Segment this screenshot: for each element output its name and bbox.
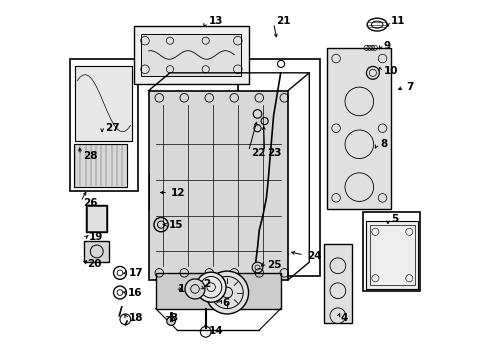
Text: 26: 26 — [83, 198, 98, 208]
Bar — [74, 144, 127, 187]
Text: 12: 12 — [171, 188, 186, 198]
Bar — [323, 244, 352, 323]
Bar — [134, 26, 248, 84]
Text: 18: 18 — [129, 312, 144, 323]
Text: 17: 17 — [129, 268, 144, 278]
Text: 22: 22 — [251, 148, 266, 158]
Circle shape — [185, 279, 205, 299]
Text: 13: 13 — [209, 17, 223, 26]
Bar — [87, 206, 106, 231]
Text: 16: 16 — [128, 288, 143, 297]
Text: 21: 21 — [276, 17, 291, 26]
Bar — [367, 221, 418, 289]
Text: 19: 19 — [89, 232, 103, 242]
Text: 24: 24 — [307, 251, 321, 261]
Text: 9: 9 — [384, 41, 391, 51]
Text: 25: 25 — [267, 260, 281, 270]
Text: 2: 2 — [203, 279, 211, 289]
Text: 27: 27 — [105, 123, 120, 133]
Text: 23: 23 — [268, 148, 282, 158]
Bar — [86, 205, 107, 232]
Text: 8: 8 — [380, 139, 387, 149]
Text: 7: 7 — [407, 82, 414, 92]
Circle shape — [167, 317, 175, 325]
Bar — [363, 212, 420, 291]
Text: 11: 11 — [391, 17, 405, 26]
Text: 6: 6 — [223, 298, 230, 308]
Text: 14: 14 — [209, 326, 223, 336]
Text: 4: 4 — [341, 312, 348, 323]
Text: 15: 15 — [169, 220, 184, 230]
Bar — [84, 241, 109, 262]
Text: 1: 1 — [178, 284, 185, 294]
Text: 5: 5 — [391, 214, 398, 224]
Bar — [238, 59, 320, 276]
Bar — [156, 273, 281, 309]
Bar — [75, 66, 132, 141]
Bar — [142, 33, 242, 76]
Text: 20: 20 — [87, 259, 101, 269]
Bar — [370, 225, 415, 285]
Text: 3: 3 — [171, 312, 177, 323]
Circle shape — [206, 271, 248, 314]
Text: 28: 28 — [83, 152, 98, 161]
Bar — [70, 59, 138, 191]
Text: 10: 10 — [384, 66, 398, 76]
Bar — [327, 48, 392, 208]
Bar — [148, 91, 288, 280]
Circle shape — [196, 272, 226, 302]
